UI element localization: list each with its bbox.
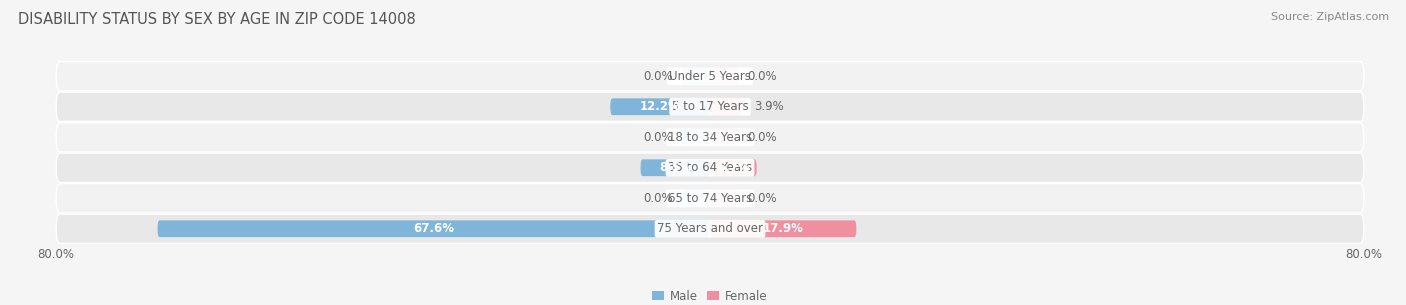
FancyBboxPatch shape — [56, 123, 1364, 152]
Text: 5.7%: 5.7% — [717, 161, 749, 174]
Text: 0.0%: 0.0% — [644, 192, 673, 205]
FancyBboxPatch shape — [710, 68, 738, 84]
FancyBboxPatch shape — [56, 92, 1364, 121]
Text: DISABILITY STATUS BY SEX BY AGE IN ZIP CODE 14008: DISABILITY STATUS BY SEX BY AGE IN ZIP C… — [18, 12, 416, 27]
FancyBboxPatch shape — [682, 190, 710, 207]
Text: 0.0%: 0.0% — [644, 70, 673, 83]
Text: 0.0%: 0.0% — [747, 70, 776, 83]
Text: 0.0%: 0.0% — [644, 131, 673, 144]
FancyBboxPatch shape — [641, 159, 710, 176]
FancyBboxPatch shape — [56, 214, 1364, 243]
Text: 12.2%: 12.2% — [640, 100, 681, 113]
FancyBboxPatch shape — [610, 98, 710, 115]
FancyBboxPatch shape — [710, 159, 756, 176]
Text: 67.6%: 67.6% — [413, 222, 454, 235]
FancyBboxPatch shape — [710, 129, 738, 146]
FancyBboxPatch shape — [682, 68, 710, 84]
Text: 3.9%: 3.9% — [754, 100, 785, 113]
FancyBboxPatch shape — [56, 62, 1364, 91]
Text: 0.0%: 0.0% — [747, 192, 776, 205]
FancyBboxPatch shape — [56, 153, 1364, 182]
Text: 65 to 74 Years: 65 to 74 Years — [668, 192, 752, 205]
FancyBboxPatch shape — [682, 129, 710, 146]
Text: 5 to 17 Years: 5 to 17 Years — [672, 100, 748, 113]
Text: 8.5%: 8.5% — [659, 161, 692, 174]
Text: 17.9%: 17.9% — [762, 222, 804, 235]
Text: 75 Years and over: 75 Years and over — [657, 222, 763, 235]
Text: 0.0%: 0.0% — [747, 131, 776, 144]
FancyBboxPatch shape — [710, 98, 742, 115]
Text: Source: ZipAtlas.com: Source: ZipAtlas.com — [1271, 12, 1389, 22]
FancyBboxPatch shape — [56, 184, 1364, 213]
FancyBboxPatch shape — [157, 220, 710, 237]
Text: 18 to 34 Years: 18 to 34 Years — [668, 131, 752, 144]
FancyBboxPatch shape — [710, 220, 856, 237]
Text: 35 to 64 Years: 35 to 64 Years — [668, 161, 752, 174]
FancyBboxPatch shape — [710, 190, 738, 207]
Text: Under 5 Years: Under 5 Years — [669, 70, 751, 83]
Legend: Male, Female: Male, Female — [648, 285, 772, 305]
